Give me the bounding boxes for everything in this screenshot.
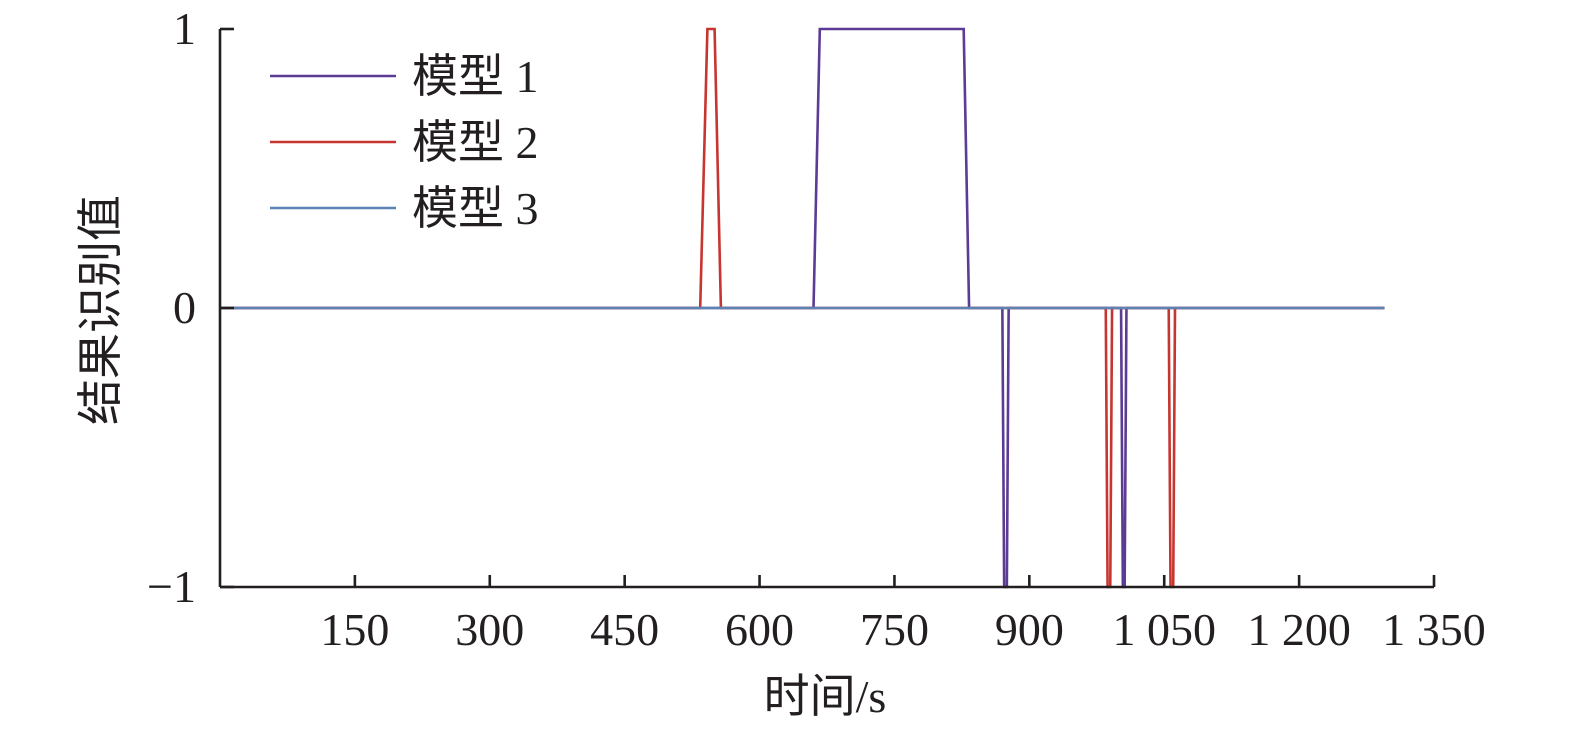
x-tick-label: 750: [860, 604, 929, 655]
y-tick-label: 0: [173, 282, 196, 333]
legend-label-1: 模型 1: [412, 51, 539, 102]
tick-labels: 150 300 450 600 750 900 1 050 1 200 1 350 −1 0 1: [147, 3, 1486, 655]
legend-label-3: 模型 3: [412, 183, 539, 234]
x-tick-label: 450: [590, 604, 659, 655]
legend-label-2: 模型 2: [412, 117, 539, 168]
y-tick-label: −1: [147, 561, 196, 612]
x-axis-title: 时间/s: [764, 671, 887, 722]
legend: 模型 1 模型 2 模型 3: [270, 51, 539, 234]
y-axis-title: 结果识别值: [75, 195, 126, 425]
x-tick-label: 900: [995, 604, 1064, 655]
x-tick-label: 150: [320, 604, 389, 655]
x-tick-label: 1 200: [1247, 604, 1351, 655]
x-tick-label: 1 050: [1112, 604, 1216, 655]
y-tick-label: 1: [173, 3, 196, 54]
series-layer: [220, 27, 1385, 589]
x-tick-label: 300: [455, 604, 524, 655]
x-tick-label: 600: [725, 604, 794, 655]
x-tick-label: 1 350: [1382, 604, 1486, 655]
axes: [218, 27, 1436, 589]
